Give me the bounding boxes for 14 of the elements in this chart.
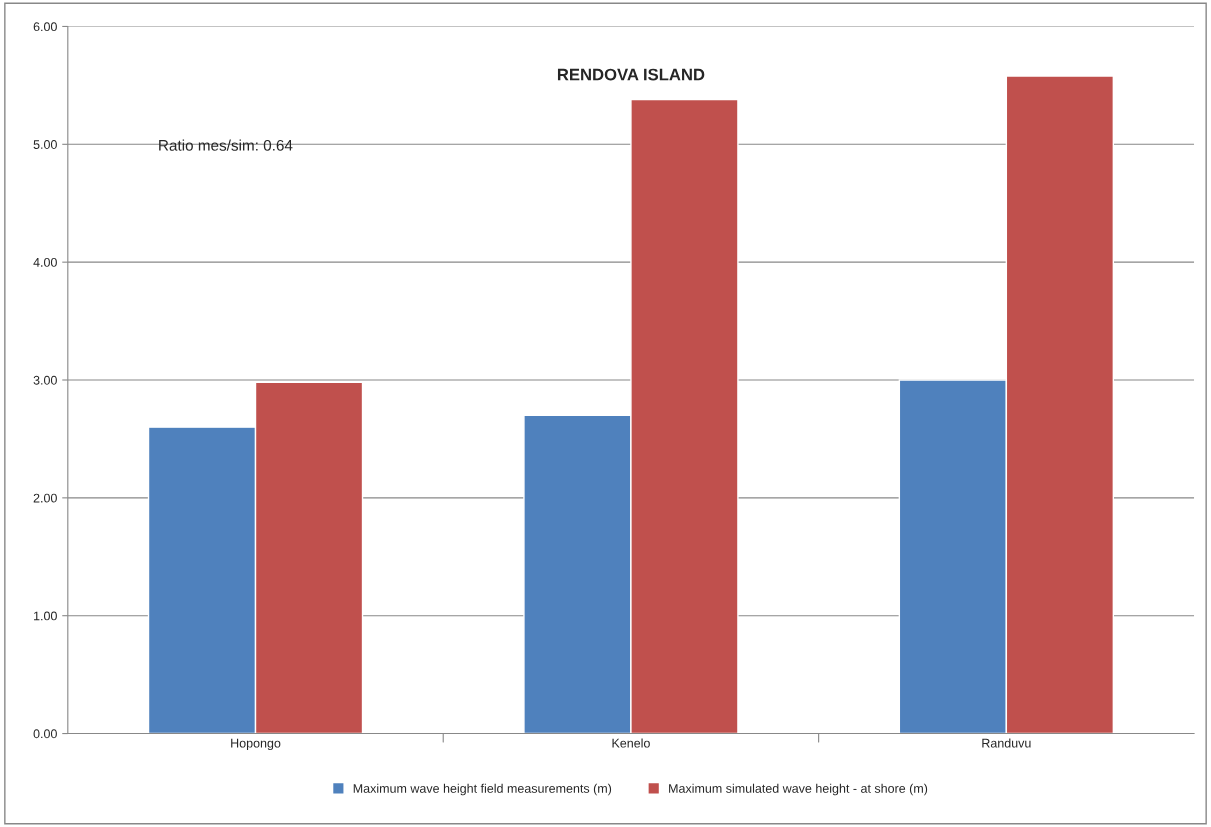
y-tick-label: 4.00 <box>33 257 57 267</box>
annotation: Ratio mes/sim: 0.64 <box>159 139 293 151</box>
y-tick-label: 2.00 <box>33 493 57 503</box>
legend-label: Maximum wave height field measurements (m) <box>353 783 612 796</box>
x-tick-label: Randuvu <box>982 738 1031 748</box>
x-tick-label: Hopongo <box>231 738 281 751</box>
y-tick-label: 0.00 <box>33 729 57 739</box>
x-tick-label: Kenelo <box>612 738 650 748</box>
y-tick-label: 3.00 <box>33 375 57 385</box>
y-tick-label: 1.00 <box>34 611 57 621</box>
y-tick-label: 5.00 <box>33 140 57 149</box>
legend-label: Maximum simulated wave height - at shore (m) <box>669 783 928 796</box>
y-tick-label: 6.00 <box>33 22 57 32</box>
text: RENDOVA ISLAND <box>557 68 705 81</box>
